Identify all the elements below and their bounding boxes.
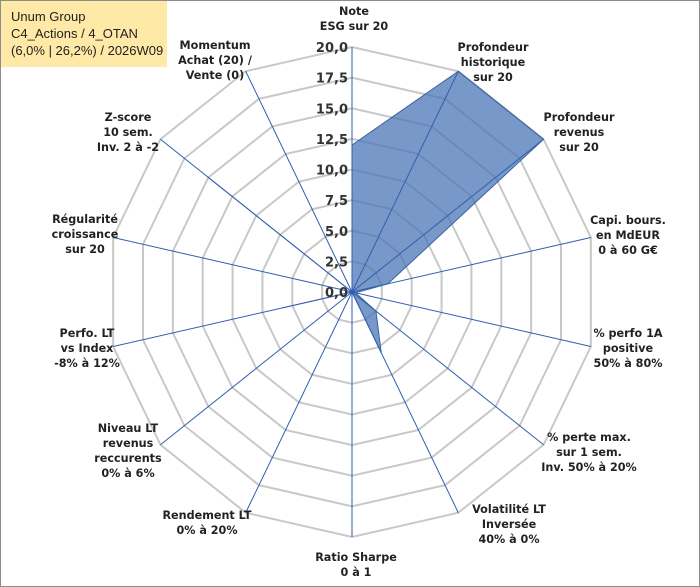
spokes (113, 47, 591, 537)
axis-label: % perte max. sur 1 sem. Inv. 50% à 20% (541, 431, 637, 474)
axis-label: Momentum Achat (20) / Vente (0) (178, 39, 253, 82)
axis-label: Note ESG sur 20 (320, 5, 389, 33)
axis-label: Régularité croissance sur 20 (52, 213, 119, 256)
chart-title-box: Unum Group C4_Actions / 4_OTAN (6,0% | 2… (1, 1, 167, 67)
tick-label: 20,0 (316, 41, 348, 56)
axis-label: Profondeur revenus sur 20 (544, 111, 615, 154)
spoke-11 (113, 236, 353, 293)
spoke-8 (245, 291, 353, 513)
spoke-5 (351, 291, 544, 446)
axis-label: Profondeur historique sur 20 (458, 41, 529, 84)
tick-label: 17,5 (316, 72, 348, 87)
spoke-10 (113, 291, 353, 348)
spoke-12 (160, 138, 353, 293)
axis-label: % perfo 1A positive 50% à 80% (593, 327, 662, 370)
title-company: Unum Group (11, 9, 86, 24)
tick-label: 10,0 (316, 164, 348, 179)
title-stats: (6,0% | 26,2%) / 2026W09 (11, 43, 164, 58)
tick-label: 15,0 (316, 102, 348, 117)
tick-label: 0,0 (325, 286, 348, 301)
spoke-13 (245, 71, 353, 293)
axis-label: Ratio Sharpe 0 à 1 (315, 551, 397, 579)
tick-label: 7,5 (325, 194, 348, 209)
axis-label: Z-score 10 sem. Inv. 2 à -2 (97, 111, 159, 154)
spoke-4 (351, 291, 591, 348)
tick-label: 12,5 (316, 133, 348, 148)
title-category: C4_Actions / 4_OTAN (11, 26, 138, 41)
axis-label: Perfo. LT vs Index -8% à 12% (54, 327, 120, 370)
axis-label: Niveau LT revenus reccurents 0% à 6% (94, 422, 162, 480)
tick-label: 5,0 (325, 225, 348, 240)
spoke-3 (351, 236, 591, 293)
spoke-6 (351, 291, 459, 513)
axis-label: Volatilité LT Inversée 40% à 0% (472, 503, 546, 546)
axis-label: Capi. bours. en MdEUR 0 à 60 G€ (590, 214, 666, 257)
tick-labels: 0,0 2,5 5,0 7,5 10,0 12,5 15,0 17,5 20,0 (316, 41, 348, 301)
axis-labels: Note ESG sur 20 Profondeur historique sur 20… (52, 5, 666, 579)
spoke-9 (160, 291, 353, 446)
axis-label: Rendement LT 0% à 20% (162, 509, 251, 537)
spoke-2 (351, 138, 544, 293)
spoke-1 (351, 71, 459, 293)
tick-label: 2,5 (325, 255, 348, 270)
